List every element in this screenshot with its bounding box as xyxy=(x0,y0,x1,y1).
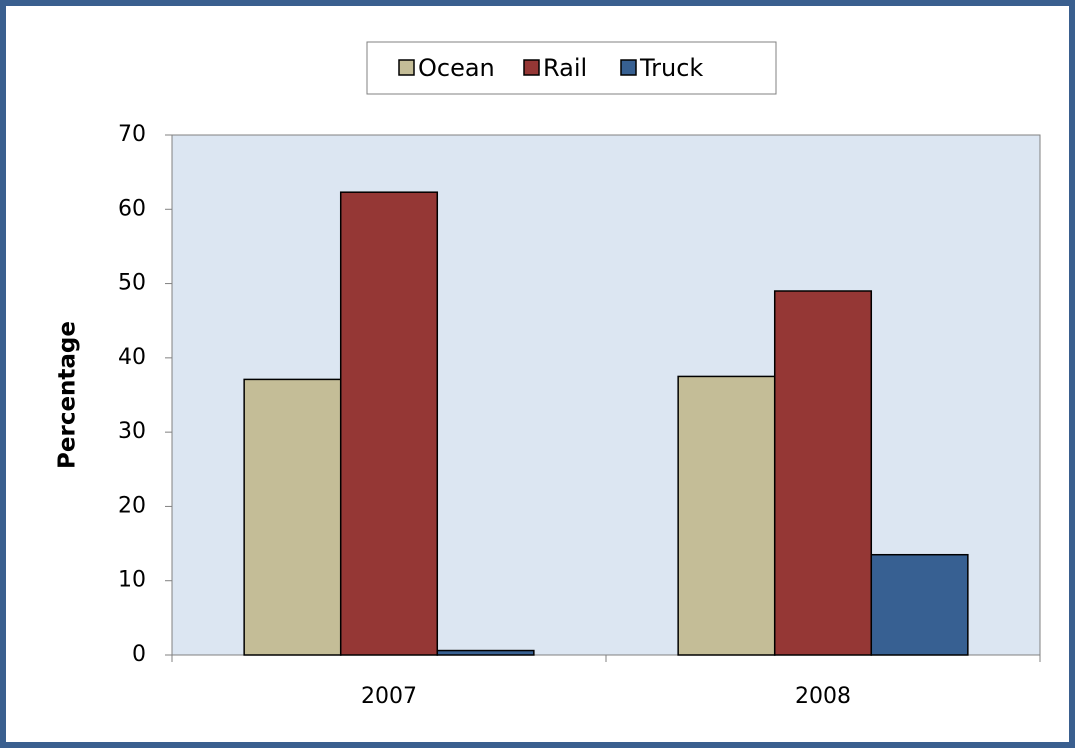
y-tick-label: 10 xyxy=(118,568,146,593)
legend-swatch xyxy=(398,59,415,76)
y-tick-label: 0 xyxy=(132,642,146,667)
bar xyxy=(243,378,342,656)
y-tick-label: 20 xyxy=(118,493,146,518)
bar xyxy=(773,290,873,656)
y-tick-label: 50 xyxy=(118,271,146,296)
legend-label: Rail xyxy=(543,54,587,82)
legend-swatch xyxy=(620,59,637,76)
x-tick-label: 2007 xyxy=(361,684,417,709)
bar xyxy=(436,649,535,656)
bar xyxy=(677,375,776,656)
y-tick-label: 30 xyxy=(118,419,146,444)
legend-label: Ocean xyxy=(418,54,495,82)
y-axis-label: Percentage xyxy=(55,321,81,469)
legend xyxy=(366,41,777,95)
y-tick-label: 70 xyxy=(118,122,146,147)
y-tick-label: 40 xyxy=(118,345,146,370)
legend-label: Truck xyxy=(639,54,703,82)
y-tick-label: 60 xyxy=(118,196,146,221)
bar xyxy=(339,191,439,656)
bar xyxy=(870,553,969,656)
legend-swatch xyxy=(523,59,540,76)
x-tick-label: 2008 xyxy=(795,684,851,709)
